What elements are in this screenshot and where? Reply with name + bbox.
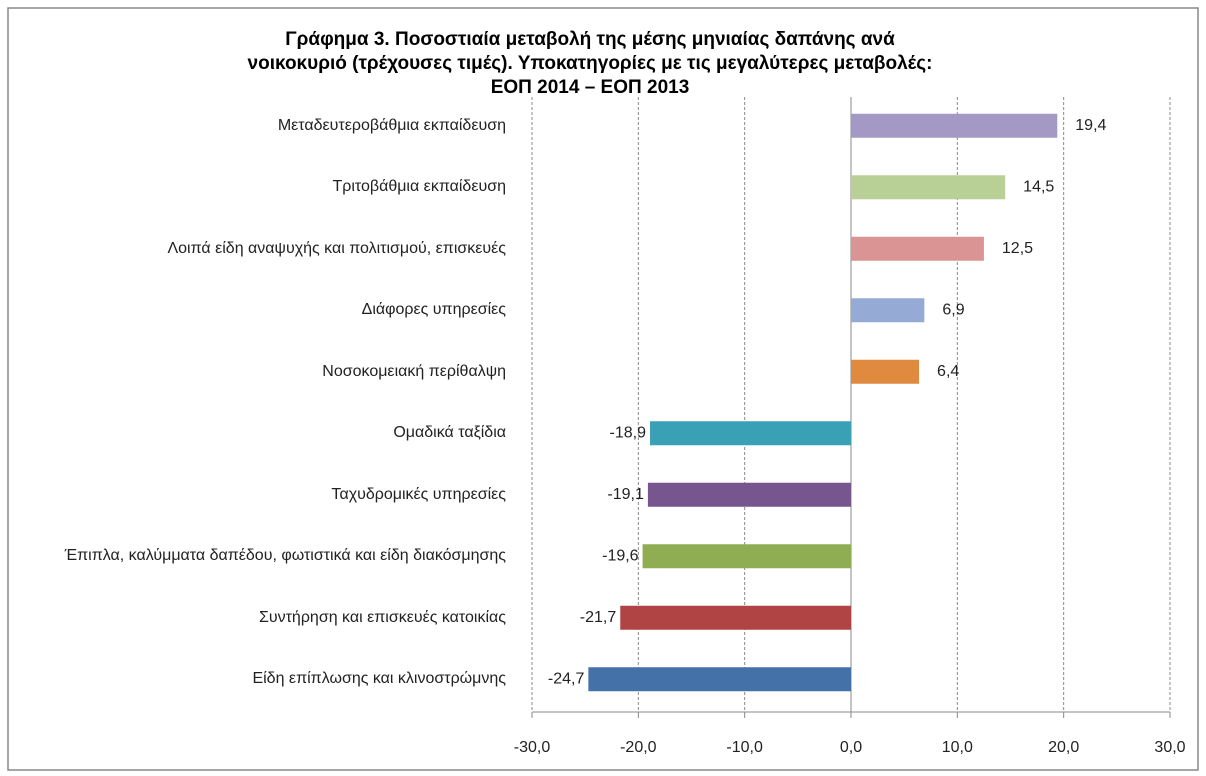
bar [851,113,1058,138]
bar [642,544,851,569]
value-label: 6,4 [937,363,959,380]
category-label: Λοιπά είδη αναψυχής και πολιτισμού, επισ… [167,239,506,257]
category-label: Νοσοκομειακή περίθαλψη [322,362,506,380]
bar [851,236,984,261]
bar [851,175,1006,200]
category-label: Είδη επίπλωσης και κλινοστρώμνης [252,670,506,688]
bar [588,667,851,692]
value-label: -24,7 [548,670,585,687]
x-tick-label: 20,0 [1048,739,1079,756]
x-tick-label: 30,0 [1154,739,1185,756]
bar [851,359,920,384]
category-label: Ομαδικά ταξίδια [393,424,506,442]
x-tick-label: -10,0 [726,739,763,756]
bar [650,421,851,446]
bar [851,298,925,323]
value-label: 12,5 [1002,240,1033,257]
value-label: 14,5 [1023,178,1054,195]
x-tick-label: 0,0 [840,739,862,756]
x-tick-label: -20,0 [620,739,657,756]
value-label: -19,6 [602,547,639,564]
category-label: Έπιπλα, καλύμματα δαπέδου, φωτιστικά και… [64,547,506,565]
category-label: Διάφορες υπηρεσίες [361,301,506,319]
category-label: Τριτοβάθμια εκπαίδευση [332,178,506,196]
value-label: -19,1 [607,486,644,503]
value-label: 19,4 [1075,117,1106,134]
value-label: 6,9 [942,301,964,318]
chart-border [7,7,1199,771]
chart-title: Γράφημα 3. Ποσοστιαία μεταβολή της μέσης… [247,29,933,98]
category-label: Συντήρηση και επισκευές κατοικίας [258,608,506,626]
value-label: -18,9 [610,424,647,441]
value-label: -21,7 [580,609,617,626]
category-label: Μεταδευτεροβάθμια εκπαίδευση [277,116,506,134]
bar [647,482,851,507]
x-tick-label: 10,0 [942,739,973,756]
x-tick-label: -30,0 [514,739,551,756]
bar [620,605,851,630]
category-label: Ταχυδρομικές υπηρεσίες [331,485,506,503]
